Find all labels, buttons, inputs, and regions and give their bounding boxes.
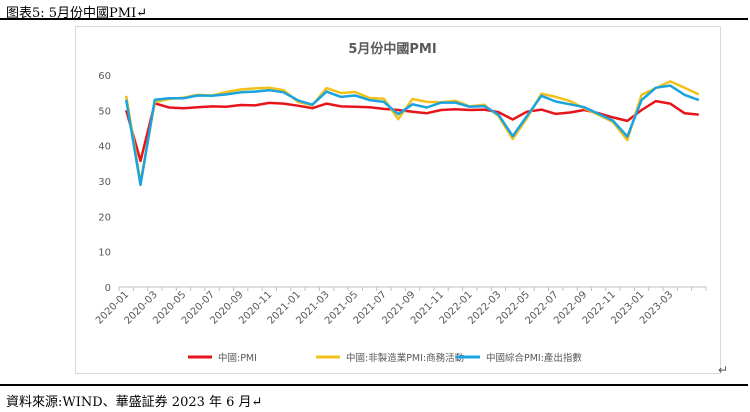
legend-label-2: 中國:非製造業PMI:商務活動 [346,352,464,364]
series-line-3 [124,84,700,187]
bottom-rule [0,384,748,386]
y-tick-label: 30 [98,177,111,188]
return-mark: ↵ [718,363,729,377]
y-tick-label: 0 [105,283,111,294]
y-tick-label: 20 [98,212,111,223]
y-tick-label: 50 [98,106,111,117]
y-tick-label: 10 [98,248,111,259]
legend-label-3: 中國綜合PMI:產出指數 [486,352,582,364]
chart-title: 5月份中國PMI [348,41,436,57]
y-tick-label: 40 [98,142,111,153]
series-line-1 [124,99,699,163]
chart-container: 5月份中國PMI 0 10 20 30 40 50 60 2020-01 2020-03 2020-… [75,26,721,374]
legend-label-1: 中國:PMI [218,352,257,364]
figure-caption: 图表5: 5月份中國PMI↵ [6,6,148,21]
y-tick-label: 60 [98,71,111,82]
source-note: 資料來源:WIND、華盛証券 2023 年 6 月↵ [6,395,263,410]
top-rule [0,18,748,20]
line-chart: 5月份中國PMI01020304050602020-012020-032020-… [94,41,707,364]
